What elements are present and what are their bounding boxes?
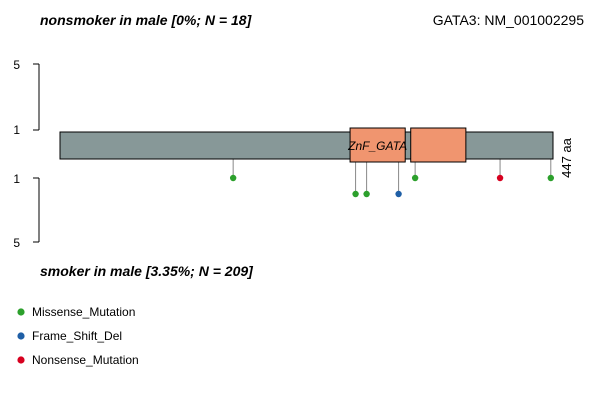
title-bottom: smoker in male [3.35%; N = 209]	[40, 263, 254, 279]
mutation-points	[229, 174, 554, 198]
legend: Missense_Mutation Frame_Shift_Del Nonsense…	[17, 305, 139, 367]
domain-box-1	[410, 127, 467, 163]
lollipop-stems	[232, 159, 552, 194]
mutation-point-0	[229, 174, 237, 182]
mutation-point-5	[496, 174, 504, 182]
y-axis-bottom: 1 5	[13, 172, 40, 250]
gene-label: GATA3: NM_001002295	[433, 12, 584, 28]
y-axis-top: 5 1	[13, 58, 40, 137]
mutation-point-2	[363, 190, 370, 198]
y-tick-label-bottom-5: 5	[13, 236, 20, 250]
mutation-point-4	[411, 174, 419, 182]
y-tick-label-top-1: 1	[13, 123, 20, 137]
title-top: nonsmoker in male [0%; N = 18]	[40, 12, 253, 28]
y-tick-label-top-5: 5	[13, 58, 20, 72]
legend-marker-2	[17, 356, 25, 364]
legend-marker-0	[17, 308, 25, 316]
domain-label-0: ZnF_GATA	[347, 139, 407, 153]
mutation-point-6	[547, 174, 554, 182]
legend-marker-1	[17, 332, 25, 340]
protein-domains: ZnF_GATA	[347, 127, 467, 163]
protein-backbone	[59, 131, 554, 160]
domain-box-0	[349, 127, 406, 163]
y-tick-label-bottom-1: 1	[13, 172, 20, 186]
protein-length-label: 447 aa	[559, 137, 574, 178]
mutation-point-3	[395, 190, 402, 198]
mutation-point-1	[352, 190, 359, 198]
legend-label-0: Missense_Mutation	[32, 305, 135, 319]
legend-label-1: Frame_Shift_Del	[32, 329, 122, 343]
legend-label-2: Nonsense_Mutation	[32, 353, 139, 367]
